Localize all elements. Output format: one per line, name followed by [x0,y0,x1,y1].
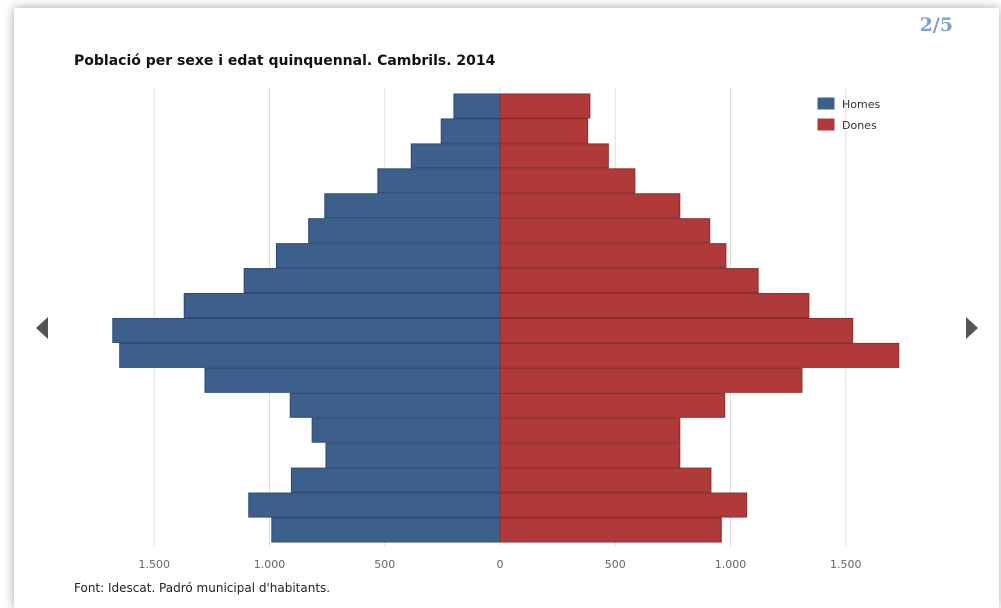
x-tick-label: 1.500 [139,558,171,571]
bar-homes [112,317,501,343]
bar-dones [499,492,748,518]
bar-dones [499,367,803,393]
bar-homes [410,143,501,169]
series-dones [499,93,900,543]
previous-arrow-icon[interactable] [36,317,48,339]
bar-dones [499,342,900,368]
bar-dones [499,467,712,493]
next-arrow-icon[interactable] [966,317,978,339]
legend-label: Homes [842,98,880,111]
bar-homes [308,218,501,244]
page-indicator: 2/5 [919,14,953,36]
bar-dones [499,293,810,319]
bar-homes [243,268,501,294]
bar-homes [183,293,501,319]
bar-homes [453,93,501,119]
bar-homes [275,243,501,269]
bar-homes [119,342,501,368]
legend-swatch [816,117,836,132]
x-tick-label: 1.000 [715,558,747,571]
bar-homes [311,417,501,443]
bar-dones [499,392,726,418]
bar-dones [499,93,591,119]
bar-homes [377,168,501,194]
bar-homes [325,442,501,468]
bar-dones [499,243,727,269]
bar-homes [324,193,501,219]
bar-dones [499,193,681,219]
bar-homes [271,517,501,543]
bar-homes [289,392,501,418]
bar-homes [290,467,501,493]
bar-dones [499,143,609,169]
bar-dones [499,442,681,468]
bar-dones [499,517,722,543]
x-tick-label: 1.500 [830,558,862,571]
bar-homes [204,367,501,393]
bar-homes [440,118,501,144]
bar-dones [499,218,711,244]
bar-homes [248,492,501,518]
x-tick-label: 500 [605,558,626,571]
source-note: Font: Idescat. Padró municipal d'habitan… [74,581,331,595]
bar-dones [499,268,759,294]
x-tick-label: 1.000 [254,558,286,571]
bar-dones [499,168,636,194]
x-tick-label: 500 [374,558,395,571]
x-tick-label: 0 [497,558,504,571]
legend-swatch [816,96,836,111]
legend: Homes Dones [816,96,880,132]
bar-dones [499,118,589,144]
legend-label: Dones [842,119,877,132]
bar-dones [499,417,681,443]
chart-title: Població per sexe i edat quinquennal. Ca… [74,53,496,69]
bar-dones [499,317,854,343]
x-axis-ticks: 1.500 1.000 500 0 500 1.000 1.500 [139,558,862,571]
series-homes [112,93,501,543]
